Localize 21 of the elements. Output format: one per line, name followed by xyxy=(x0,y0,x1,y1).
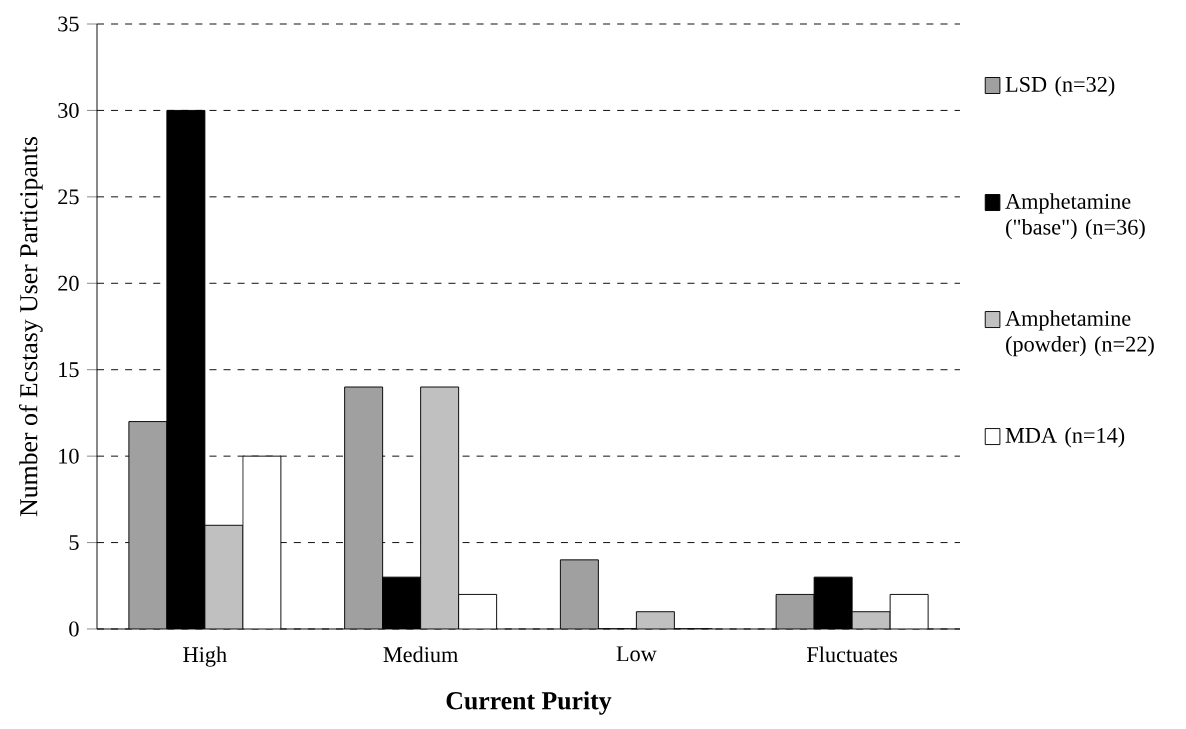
y-tick-label: 30 xyxy=(58,102,79,118)
y-tick-label: 5 xyxy=(69,535,79,550)
legend-label: Amphetamine ("base") (n=36) xyxy=(1005,193,1145,240)
y-tick-label: 20 xyxy=(58,275,79,291)
x-tick-label: Medium xyxy=(383,646,459,663)
bar xyxy=(204,525,243,629)
y-tick-label: 0 xyxy=(69,621,79,637)
legend-label: Amphetamine (powder) (n=22) xyxy=(1005,310,1154,357)
x-tick-label: Low xyxy=(616,646,657,662)
x-axis-title: Current Purity xyxy=(446,691,612,715)
x-tick-label: High xyxy=(183,646,227,667)
y-tick-label: 15 xyxy=(59,362,79,378)
y-tick-label: 10 xyxy=(59,448,79,464)
y-tick-label: 25 xyxy=(58,189,79,205)
bar xyxy=(636,611,675,629)
legend-label: LSD (n=32) xyxy=(1005,76,1115,97)
legend-label: MDA (n=14) xyxy=(1005,427,1125,448)
x-tick-label: Fluctuates xyxy=(807,646,898,663)
y-axis-title: Number of Ecstasy User Participants xyxy=(19,137,43,517)
y-tick-label: 35 xyxy=(58,16,79,32)
bar xyxy=(420,387,459,629)
